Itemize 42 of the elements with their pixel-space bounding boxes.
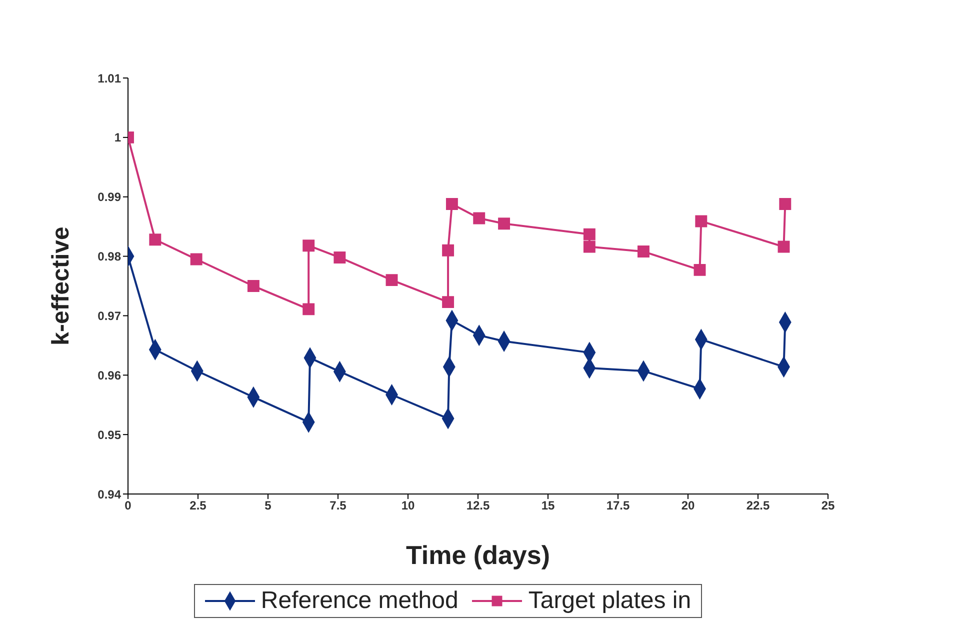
point xyxy=(498,218,510,230)
point xyxy=(694,264,706,276)
x-tick-label: 15 xyxy=(541,498,555,513)
x-tick-label: 22.5 xyxy=(746,498,770,513)
point xyxy=(473,212,486,224)
y-tick-label: 0.95 xyxy=(98,428,122,442)
point xyxy=(334,251,346,264)
y-tick-label: 1.01 xyxy=(98,71,122,86)
y-tick-label: 0.97 xyxy=(98,308,122,323)
point xyxy=(302,240,315,252)
x-tick-label: 12.5 xyxy=(466,498,490,513)
point xyxy=(190,253,202,266)
x-tick-label: 25 xyxy=(821,498,835,513)
point xyxy=(446,198,458,210)
y-axis-title: k-effective xyxy=(48,226,75,346)
y-tick-label: 0.99 xyxy=(98,190,122,204)
point xyxy=(695,215,708,228)
point xyxy=(302,303,315,316)
x-axis-title: Time (days) xyxy=(406,540,550,570)
point xyxy=(442,296,454,308)
x-tick-label: 17.5 xyxy=(606,498,630,513)
x-tick-label: 10 xyxy=(401,498,415,513)
y-tick-label: 0.94 xyxy=(98,487,122,502)
point xyxy=(386,274,398,286)
legend-label: Reference method xyxy=(260,587,458,615)
point xyxy=(638,246,650,258)
x-tick-label: 7.5 xyxy=(330,498,347,513)
x-tick-label: 5 xyxy=(264,498,272,513)
y-tick-label: 0.96 xyxy=(98,368,122,382)
point xyxy=(149,234,162,246)
x-tick-label: 2.5 xyxy=(190,498,207,513)
point xyxy=(583,240,596,253)
point xyxy=(778,240,790,253)
point xyxy=(779,198,792,210)
point xyxy=(247,280,260,292)
x-tick-label: 20 xyxy=(681,498,695,513)
point xyxy=(442,244,454,256)
x-tick-label: 0 xyxy=(124,498,132,513)
y-tick-label: 0.98 xyxy=(98,250,122,264)
legend-label: Target plates in xyxy=(527,587,692,615)
point xyxy=(583,228,596,240)
y-tick-label: 1 xyxy=(114,130,122,145)
